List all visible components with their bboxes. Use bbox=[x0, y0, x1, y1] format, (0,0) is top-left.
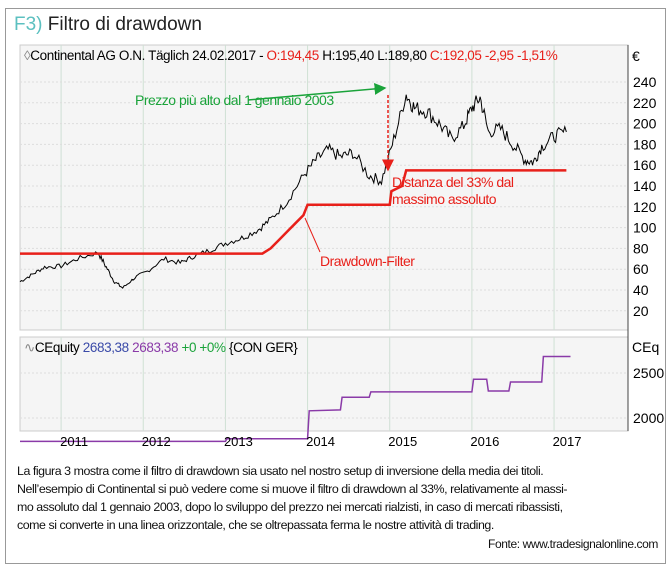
equity-y-tick-label: 2000 bbox=[633, 410, 664, 426]
y-tick-label: 80 bbox=[633, 240, 649, 256]
instrument-label: Continental AG O.N. Täglich 24.02.2017 - bbox=[30, 48, 263, 63]
highest-price-annotation: Prezzo più alto dal 1 gennaio 2003 bbox=[135, 92, 334, 108]
distance-annotation-1: Distanza del 33% dal bbox=[392, 174, 514, 190]
x-tick-label: 2012 bbox=[142, 434, 171, 449]
x-tick-label: 2014 bbox=[306, 434, 335, 449]
equity-name: CEquity bbox=[35, 340, 80, 355]
chart: 2011 2012 2013 2014 2015 2016 2017 240 220 200 180… bbox=[19, 44, 664, 449]
y-tick-label: 60 bbox=[633, 261, 649, 277]
x-tick-label: 2013 bbox=[224, 434, 253, 449]
caption-line: La figura 3 mostra come il filtro di dra… bbox=[17, 464, 544, 478]
caption-line: mo assoluto dal 1 gennaio 2003, dopo lo … bbox=[17, 500, 563, 514]
y-tick-label: 140 bbox=[633, 178, 657, 194]
equity-unit: CEq bbox=[632, 339, 659, 355]
y-tick-label: 160 bbox=[633, 157, 657, 173]
equity-v1: 2683,38 bbox=[83, 340, 129, 355]
y-tick-label: 220 bbox=[633, 95, 657, 111]
equity-header: ∿CEquity 2683,38 2683,38 +0 +0% {CON GER… bbox=[24, 340, 298, 355]
x-tick-label: 2011 bbox=[60, 434, 88, 449]
price-header: ◊Continental AG O.N. Täglich 24.02.2017 … bbox=[24, 48, 558, 63]
equity-y-tick-label: 2500 bbox=[633, 365, 664, 381]
price-series bbox=[19, 94, 567, 289]
x-tick-label: 2017 bbox=[553, 434, 582, 449]
wave-icon: ∿ bbox=[24, 340, 35, 355]
source-credit: Fonte: www.tradesignalonline.com bbox=[488, 537, 658, 551]
diamond-icon: ◊ bbox=[24, 48, 31, 63]
low-value: L:189,80 bbox=[377, 48, 426, 63]
y-tick-label: 240 bbox=[633, 74, 657, 90]
y-tick-label: 20 bbox=[633, 303, 649, 319]
x-tick-label: 2016 bbox=[470, 434, 499, 449]
highest-price-arrow bbox=[247, 82, 387, 101]
y-tick-label: 120 bbox=[633, 199, 657, 215]
equity-symbol: {CON GER} bbox=[229, 340, 298, 355]
open-value: O:194,45 bbox=[267, 48, 319, 63]
distance-annotation-2: massimo assoluto bbox=[392, 191, 497, 207]
figure-title-text: Filtro di drawdown bbox=[47, 14, 202, 35]
equity-series bbox=[20, 355, 571, 443]
x-tick-label: 2015 bbox=[388, 434, 417, 449]
price-unit: € bbox=[632, 48, 640, 64]
caption-line: come si converte in una linea orizzontal… bbox=[17, 518, 494, 532]
y-tick-label: 200 bbox=[633, 116, 657, 132]
drawdown-filter-series bbox=[20, 169, 567, 255]
equity-v2: 2683,38 bbox=[132, 340, 178, 355]
price-panel bbox=[19, 44, 629, 331]
filter-annotation: Drawdown-Filter bbox=[320, 253, 415, 269]
figure-label: F3) bbox=[14, 14, 43, 35]
y-tick-label: 180 bbox=[633, 136, 657, 152]
equity-change: +0 +0% bbox=[181, 340, 226, 355]
high-value: H:195,40 bbox=[322, 48, 374, 63]
y-tick-label: 100 bbox=[633, 220, 657, 236]
filter-pointer bbox=[304, 217, 321, 253]
close-value: C:192,05 -2,95 -1,51% bbox=[430, 48, 558, 63]
figure-title: F3) Filtro di drawdown bbox=[14, 14, 202, 36]
y-tick-label: 40 bbox=[633, 282, 649, 298]
caption-line: Nell’esempio di Continental si può veder… bbox=[17, 482, 568, 496]
